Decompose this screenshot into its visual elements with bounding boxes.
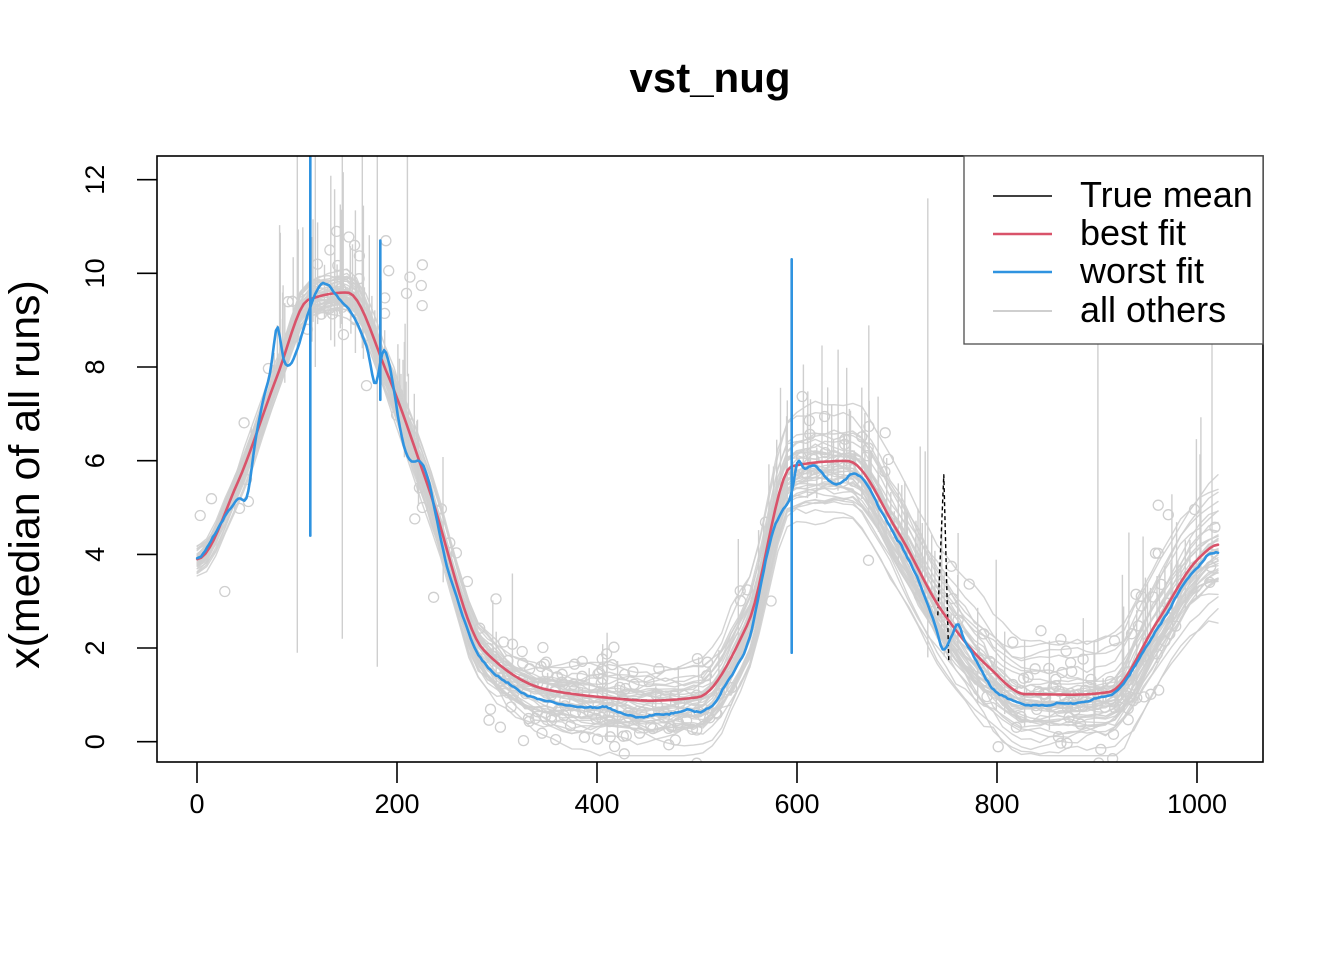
svg-text:6: 6 <box>80 453 110 468</box>
svg-text:all others: all others <box>1080 289 1226 330</box>
svg-text:800: 800 <box>974 789 1019 819</box>
svg-text:0: 0 <box>189 789 204 819</box>
svg-text:200: 200 <box>374 789 419 819</box>
svg-text:2: 2 <box>80 640 110 655</box>
svg-text:worst fit: worst fit <box>1079 250 1204 291</box>
svg-text:12: 12 <box>80 165 110 195</box>
svg-text:600: 600 <box>774 789 819 819</box>
svg-text:1000: 1000 <box>1167 789 1227 819</box>
svg-text:best fit: best fit <box>1080 212 1186 253</box>
svg-text:10: 10 <box>80 258 110 288</box>
svg-text:4: 4 <box>80 547 110 562</box>
svg-text:0: 0 <box>80 734 110 749</box>
svg-text:True mean: True mean <box>1080 174 1253 215</box>
svg-text:400: 400 <box>574 789 619 819</box>
svg-text:8: 8 <box>80 359 110 374</box>
